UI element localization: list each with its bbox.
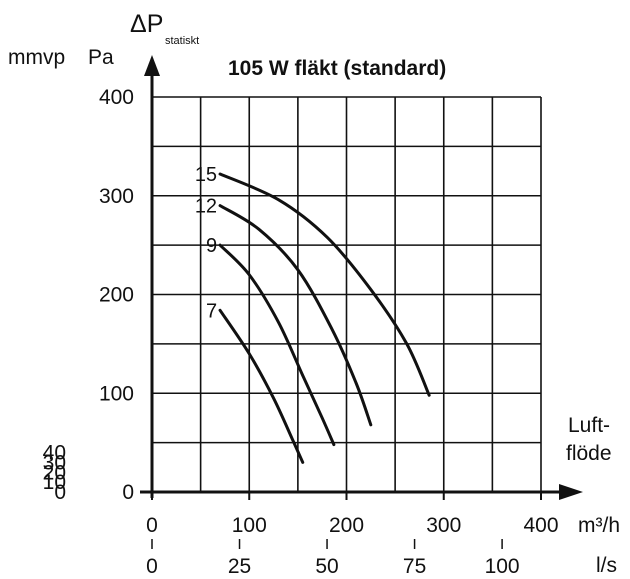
curve-9: [218, 243, 336, 447]
y-unit-pa: Pa: [88, 46, 114, 69]
x-tick-label-ls: 0: [146, 555, 158, 578]
y-tick-label-mmvp: 0: [54, 481, 66, 504]
x-tick-label-m3h: 100: [232, 514, 267, 537]
curve-label-7: 7: [206, 300, 217, 322]
y-axis-subscript: statiskt: [165, 35, 199, 47]
curves: 15 12 9 7: [195, 164, 431, 464]
y-tick-label-pa: 300: [99, 185, 134, 208]
x-tick-label-m3h: 300: [426, 514, 461, 537]
y-unit-mmvp: mmvp: [8, 46, 65, 69]
x-unit-secondary: l/s: [596, 554, 617, 577]
curve-7: [218, 308, 305, 464]
x-tick-label-ls: 100: [485, 555, 520, 578]
y-tick-label-pa: 100: [99, 382, 134, 405]
y-axis-arrow: [144, 55, 160, 76]
x-axis-arrow: [559, 484, 583, 500]
curve-label-15: 15: [195, 164, 217, 186]
y-tick-label-pa: 200: [99, 284, 134, 307]
x-tick-label-m3h: 200: [329, 514, 364, 537]
chart-title: 105 W fläkt (standard): [228, 57, 446, 80]
x-unit-primary: m³/h: [578, 514, 620, 537]
curve-label-12: 12: [195, 196, 217, 218]
y-tick-label-mmvp: 20: [43, 461, 66, 484]
axes: [140, 55, 583, 500]
x-tick-label-m3h: 400: [523, 514, 558, 537]
y-tick-label-mmvp: 10: [43, 471, 66, 494]
curve-label-9: 9: [206, 235, 217, 257]
grid: [152, 96, 542, 492]
curve-12: [218, 204, 373, 427]
x-tick-label-ls: 50: [315, 555, 338, 578]
y-tick-label-mmvp: 40: [43, 442, 66, 465]
y-axis-symbol: ΔP: [130, 10, 163, 38]
y-tick-label-pa: 400: [99, 86, 134, 109]
x-tick-label-m3h: 0: [146, 514, 158, 537]
x-tick-label-ls: 25: [228, 555, 251, 578]
curve-15: [218, 172, 431, 397]
x-axis-label-line2: flöde: [566, 442, 612, 465]
y-tick-label-mmvp: 30: [43, 451, 66, 474]
x-axis-label-line1: Luft-: [568, 414, 610, 437]
x-tick-label-ls: 75: [403, 555, 426, 578]
y-tick-label-pa: 0: [122, 481, 134, 504]
